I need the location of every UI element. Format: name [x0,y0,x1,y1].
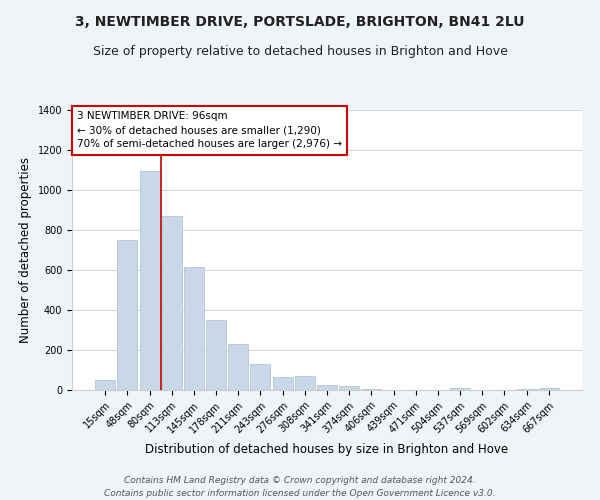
Bar [339,386,359,390]
Text: 3 NEWTIMBER DRIVE: 96sqm
← 30% of detached houses are smaller (1,290)
70% of sem: 3 NEWTIMBER DRIVE: 96sqm ← 30% of detach… [77,112,342,150]
Text: Contains public sector information licensed under the Open Government Licence v3: Contains public sector information licen… [104,488,496,498]
Bar [184,267,204,390]
Bar [206,320,226,390]
Bar [450,388,470,390]
Bar [539,388,559,390]
Bar [228,344,248,390]
X-axis label: Distribution of detached houses by size in Brighton and Hove: Distribution of detached houses by size … [145,443,509,456]
Y-axis label: Number of detached properties: Number of detached properties [19,157,32,343]
Text: Contains HM Land Registry data © Crown copyright and database right 2024.: Contains HM Land Registry data © Crown c… [124,476,476,485]
Bar [517,389,536,390]
Text: 3, NEWTIMBER DRIVE, PORTSLADE, BRIGHTON, BN41 2LU: 3, NEWTIMBER DRIVE, PORTSLADE, BRIGHTON,… [75,15,525,29]
Bar [361,389,382,390]
Bar [317,385,337,390]
Bar [272,377,293,390]
Bar [162,216,182,390]
Bar [95,380,115,390]
Bar [250,364,271,390]
Text: Size of property relative to detached houses in Brighton and Hove: Size of property relative to detached ho… [92,45,508,58]
Bar [295,376,315,390]
Bar [140,171,160,390]
Bar [118,240,137,390]
